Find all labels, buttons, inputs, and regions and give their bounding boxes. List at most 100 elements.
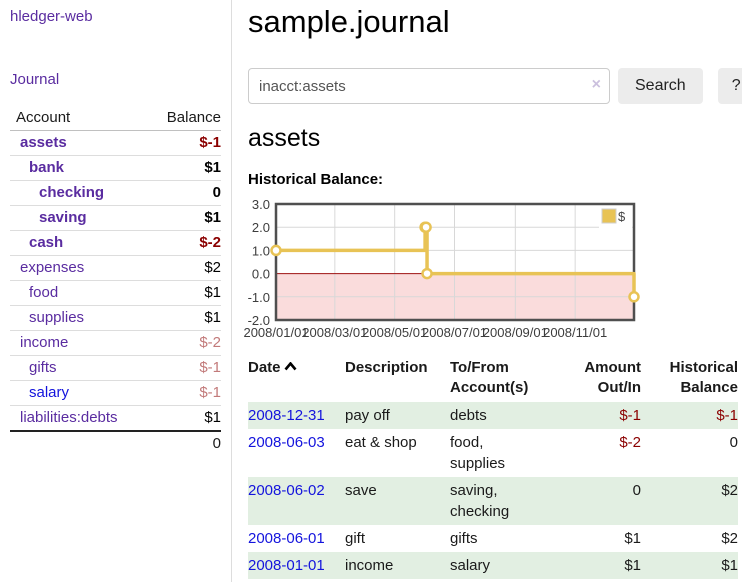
account-link-food[interactable]: food (29, 284, 59, 301)
svg-text:2008/07/01: 2008/07/01 (422, 325, 487, 340)
search-input[interactable] (248, 68, 610, 104)
transaction-description: eat & shop (345, 434, 417, 451)
search-button[interactable]: Search (618, 68, 703, 104)
date-column-label: Date (248, 359, 281, 376)
register-header-row: Date Description To/From Account(s) Amou… (248, 356, 738, 402)
transaction-description: gift (345, 530, 366, 547)
account-link-expenses[interactable]: expenses (20, 259, 85, 276)
account-row: bank $1 (10, 155, 221, 181)
account-balance: $1 (150, 280, 221, 306)
transaction-date-link[interactable]: 2008-01-01 (248, 557, 325, 574)
register-row: 2008-06-03 eat & shop food, supplies $-2 0 (248, 429, 738, 477)
register-row: 2008-12-31 pay off debts $-1 $-1 (248, 402, 738, 429)
account-link-salary[interactable]: salary (29, 384, 70, 401)
total-row: 0 (10, 431, 221, 456)
transaction-description: save (345, 482, 377, 499)
account-row: gifts $-1 (10, 355, 221, 381)
amount-column-header: Amount Out/In (584, 359, 641, 396)
account-balance: $-2 (150, 230, 221, 256)
account-row: food $1 (10, 280, 221, 306)
historical-balance-chart: 2008/01/012008/03/012008/05/012008/07/01… (243, 197, 640, 340)
register-row: 2008-06-02 save saving, checking 0 $2 (248, 477, 738, 525)
account-balance: $2 (150, 255, 221, 281)
transaction-accounts: salary (450, 557, 491, 574)
account-link-supplies[interactable]: supplies (29, 309, 85, 326)
transaction-balance: $-1 (716, 407, 738, 424)
svg-text:2008/11/01: 2008/11/01 (543, 325, 607, 340)
svg-text:2.0: 2.0 (252, 220, 270, 235)
svg-text:0.0: 0.0 (252, 267, 270, 282)
transaction-amount: 0 (632, 482, 641, 499)
svg-text:2008/01/01: 2008/01/01 (243, 325, 308, 340)
search-input-wrap: × (248, 68, 610, 104)
sort-ascending-icon (284, 361, 297, 371)
transaction-date-link[interactable]: 2008-12-31 (248, 407, 325, 424)
svg-text:-1.0: -1.0 (248, 290, 270, 305)
account-link-checking[interactable]: checking (39, 184, 105, 201)
account-row: salary $-1 (10, 380, 221, 406)
transaction-amount: $1 (624, 557, 641, 574)
total-balance: 0 (212, 435, 221, 452)
account-link-bank[interactable]: bank (29, 159, 65, 176)
account-column-header: Account (10, 106, 151, 131)
transaction-description: pay off (345, 407, 390, 424)
account-balance: 0 (150, 180, 221, 206)
svg-text:-2.0: -2.0 (248, 313, 270, 328)
svg-text:$: $ (618, 209, 626, 224)
transaction-balance: $2 (721, 530, 738, 547)
register-row: 2008-06-01 gift gifts $1 $2 (248, 525, 738, 552)
account-balance: $-2 (150, 330, 221, 356)
svg-text:1.0: 1.0 (252, 243, 270, 258)
help-button[interactable]: ? (717, 68, 742, 104)
transaction-accounts: saving, checking (450, 482, 510, 520)
account-balance: $1 (150, 405, 221, 432)
account-row: saving $1 (10, 205, 221, 231)
account-row: supplies $1 (10, 305, 221, 331)
accounts-column-header: To/From Account(s) (450, 359, 529, 396)
register-row: 2008-01-01 income salary $1 $1 (248, 552, 738, 579)
account-link-gifts[interactable]: gifts (29, 359, 57, 376)
transaction-date-link[interactable]: 2008-06-02 (248, 482, 325, 499)
transaction-date-link[interactable]: 2008-06-01 (248, 530, 325, 547)
account-link-liabilities-debts[interactable]: liabilities:debts (20, 409, 118, 426)
chart-title: Historical Balance: (248, 171, 384, 188)
account-balance: $1 (150, 305, 221, 331)
transaction-accounts: gifts (450, 530, 478, 547)
svg-text:2008/09/01: 2008/09/01 (483, 325, 548, 340)
account-balance: $1 (150, 205, 221, 231)
account-link-income[interactable]: income (20, 334, 69, 351)
account-row: assets $-1 (10, 130, 221, 156)
sidebar: hledger-web Journal Account Balance asse… (0, 0, 232, 582)
register-body: 2008-12-31 pay off debts $-1 $-1 2008-06-03 ea… (248, 402, 738, 579)
account-row: income $-2 (10, 330, 221, 356)
account-row: checking 0 (10, 180, 221, 206)
account-link-assets[interactable]: assets (20, 134, 67, 151)
date-column-header[interactable]: Date (248, 356, 345, 402)
transaction-balance: $2 (721, 482, 738, 499)
account-link-saving[interactable]: saving (39, 209, 87, 226)
transaction-amount: $1 (624, 530, 641, 547)
account-tree: Account Balance assets $-1 bank $1 checking 0… (10, 106, 221, 456)
transaction-date-link[interactable]: 2008-06-03 (248, 434, 325, 451)
account-row: expenses $2 (10, 255, 221, 281)
account-tree-body: assets $-1 bank $1 checking 0 saving $1 cash $-2 e… (10, 130, 221, 432)
search-bar: × Search ? (248, 68, 742, 104)
account-balance: $-1 (150, 130, 221, 156)
transaction-description: income (345, 557, 394, 574)
account-row: liabilities:debts $1 (10, 405, 221, 432)
transaction-balance: $1 (721, 557, 738, 574)
account-balance: $-1 (150, 355, 221, 381)
brand-link[interactable]: hledger-web (10, 8, 93, 25)
sidebar-item-journal[interactable]: Journal (10, 71, 60, 88)
account-link-cash[interactable]: cash (29, 234, 64, 251)
main-content: sample.journal × Search ? assets Histori… (233, 0, 742, 579)
svg-text:3.0: 3.0 (252, 197, 270, 212)
clear-search-icon[interactable]: × (591, 76, 601, 93)
transaction-balance: 0 (729, 434, 738, 451)
transaction-accounts: debts (450, 407, 487, 424)
account-balance: $1 (150, 155, 221, 181)
transaction-amount: $-1 (619, 407, 641, 424)
transaction-accounts: food, supplies (450, 434, 506, 472)
svg-text:2008/05/01: 2008/05/01 (362, 325, 427, 340)
